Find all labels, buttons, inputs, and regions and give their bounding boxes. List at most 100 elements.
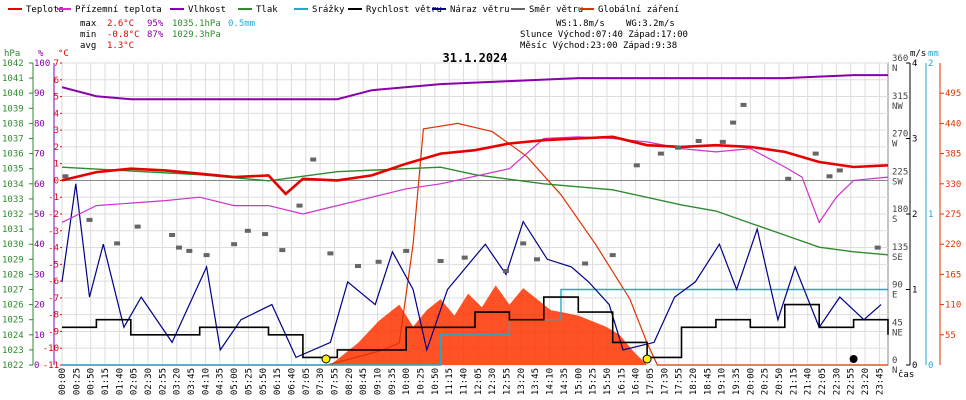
stat-max-press: 1035.1hPa (172, 19, 221, 29)
x-tick-label: 09:10 (373, 368, 383, 395)
winddir-direction-label: E (892, 291, 897, 301)
temp-tick-label: -10 (43, 344, 59, 354)
humidity-axis-title: % (38, 49, 44, 59)
chart-title: 31.1.2024 (442, 51, 507, 65)
wind-dir-mark (520, 241, 527, 246)
wind-dir-mark (657, 151, 664, 156)
windspeed-tick-label: 3 (912, 135, 917, 145)
legend-label: Vlhkost (188, 5, 226, 15)
temp-tick-label: 3 (54, 126, 59, 136)
temp-tick-label: -5 (48, 260, 59, 270)
wind-dir-mark (262, 232, 269, 237)
x-tick-label: 23:20 (861, 368, 871, 395)
x-tick-label: 10:50 (431, 368, 441, 395)
winddir-direction-label: SE (892, 253, 903, 263)
x-tick-label: 00:50 (87, 368, 97, 395)
temp-tick-label: -7 (48, 294, 59, 304)
temp-tick-label: 0 (54, 176, 59, 186)
humidity-tick-label: 90 (34, 89, 45, 99)
winddir-tick-label: 180 (892, 205, 908, 215)
hpa-tick-label: 1030 (2, 240, 24, 250)
x-tick-label: 13:20 (517, 368, 527, 395)
x-tick-label: 14:35 (560, 368, 570, 395)
radiation-tick-label: 440 (945, 119, 961, 129)
hpa-tick-label: 1031 (2, 225, 24, 235)
legend-label: Globální záření (598, 5, 679, 15)
x-tick-label: 02:55 (158, 368, 168, 395)
x-tick-label: 01:40 (115, 368, 125, 395)
hpa-tick-label: 1039 (2, 104, 24, 114)
x-tick-label: 20:50 (775, 368, 785, 395)
radiation-tick-label: 495 (945, 89, 961, 99)
hpa-tick-label: 1032 (2, 210, 24, 220)
temp-tick-label: -3 (48, 227, 59, 237)
x-tick-label: 18:45 (703, 368, 713, 395)
wind-dir-mark (633, 163, 640, 168)
wind-dir-mark (327, 251, 334, 256)
temperature-line (61, 135, 889, 196)
wind-gust-line (61, 183, 882, 359)
temp-tick-label: -1 (48, 193, 59, 203)
x-tick-label: 03:45 (187, 368, 197, 395)
x-tick-label: 06:15 (273, 368, 283, 395)
x-tick-label: 19:35 (732, 368, 742, 395)
wind-dir-mark (176, 245, 182, 250)
x-tick-label: 22:30 (832, 368, 842, 395)
hpa-tick-label: 1037 (2, 135, 24, 145)
wind-dir-mark (826, 174, 833, 179)
wind-dir-mark (461, 255, 468, 260)
x-tick-label: 23:45 (875, 368, 885, 395)
windspeed-tick-label: 4 (912, 59, 917, 69)
stat-avg-temp: 1.3°C (107, 41, 134, 51)
humidity-tick-label: 30 (34, 270, 45, 280)
legend-label: Přízemní teplota (75, 5, 162, 15)
temp-tick-label: -2 (48, 210, 59, 220)
x-tick-label: 11:15 (445, 368, 455, 395)
winddir-tick-label: 225 (892, 167, 908, 177)
x-tick-label: 07:30 (316, 368, 326, 395)
temp-tick-label: -6 (48, 277, 59, 287)
hpa-tick-label: 1034 (2, 180, 24, 190)
hpa-axis-title: hPa (4, 49, 20, 59)
wind-dir-mark (403, 248, 410, 253)
x-axis-title: čas (898, 369, 914, 380)
x-tick-label: 21:40 (804, 368, 814, 395)
radiation-tick-label: 55 (945, 331, 956, 341)
wind-dir-mark (375, 259, 382, 264)
humidity-tick-label: 10 (34, 331, 45, 341)
radiation-tick-label: 165 (945, 270, 961, 280)
wind-dir-mark (231, 242, 238, 247)
hpa-tick-label: 1035 (2, 165, 24, 175)
legend-label: Směr větru (529, 5, 583, 15)
radiation-tick-label: 330 (945, 180, 961, 190)
humidity-tick-label: 0 (34, 361, 39, 371)
winddir-direction-label: W (892, 140, 898, 150)
legend-label: Rychlost větru (366, 5, 442, 15)
wind-dir-mark (874, 245, 881, 250)
wind-dir-mark (296, 203, 303, 208)
x-tick-label: 05:25 (244, 368, 254, 395)
sunset-marker (642, 354, 652, 364)
windspeed-tick-label: 2 (912, 210, 917, 220)
x-tick-label: 08:20 (345, 368, 355, 395)
windspeed-axis-title: m/s (910, 49, 926, 59)
x-tick-label: 08:45 (359, 368, 369, 395)
humidity-tick-label: 60 (34, 180, 45, 190)
humidity-tick-label: 20 (34, 301, 45, 311)
hpa-tick-label: 1029 (2, 255, 24, 265)
winddir-direction-label: SW (892, 177, 903, 187)
x-tick-label: 05:50 (259, 368, 269, 395)
temp-tick-label: 2 (54, 143, 59, 153)
x-tick-label: 17:05 (646, 368, 656, 395)
x-tick-label: 12:05 (474, 368, 484, 395)
hpa-tick-label: 1024 (2, 331, 24, 341)
humidity-tick-label: 80 (34, 119, 45, 129)
x-tick-label: 17:30 (660, 368, 670, 395)
x-tick-label: 07:55 (330, 368, 340, 395)
temp-tick-label: -8 (48, 311, 59, 321)
x-tick-label: 18:20 (689, 368, 699, 395)
winddir-tick-label: 90 (892, 281, 903, 291)
hpa-tick-label: 1022 (2, 361, 24, 371)
x-tick-label: 04:35 (216, 368, 226, 395)
